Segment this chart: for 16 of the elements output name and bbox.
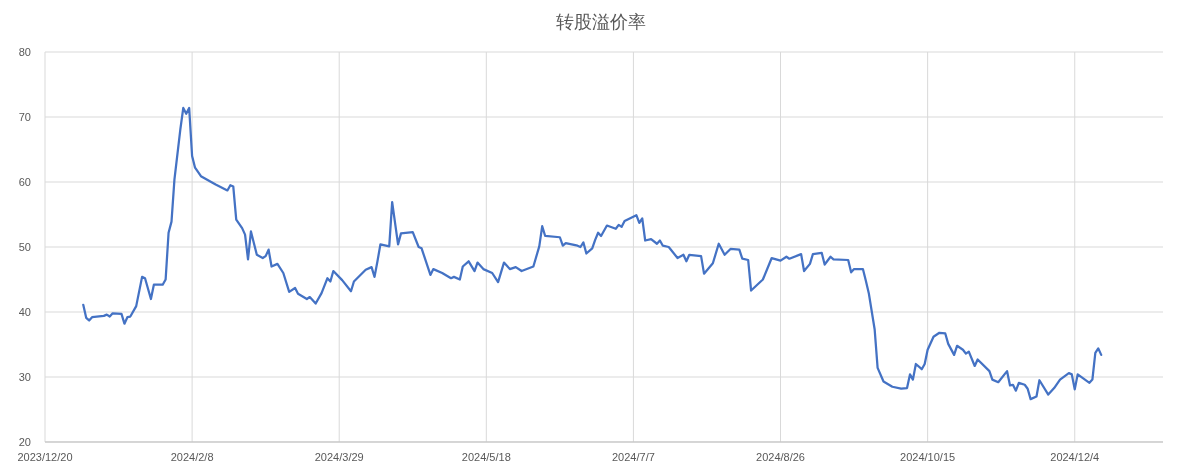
y-tick-label: 20 <box>18 436 31 448</box>
chart-title: 转股溢价率 <box>556 12 646 32</box>
y-tick-label: 50 <box>18 241 31 253</box>
x-tick-label: 2024/12/4 <box>1050 451 1100 463</box>
x-tick-label: 2024/3/29 <box>314 451 364 463</box>
x-tick-label: 2024/7/7 <box>612 451 655 463</box>
x-tick-label: 2023/12/20 <box>17 451 73 463</box>
x-tick-label: 2024/8/26 <box>756 451 805 463</box>
y-tick-label: 40 <box>18 306 31 318</box>
y-tick-label: 30 <box>18 371 31 383</box>
y-tick-label: 70 <box>18 111 31 123</box>
x-tick-label: 2024/10/15 <box>900 451 956 463</box>
y-tick-label: 80 <box>18 46 31 58</box>
x-tick-label: 2024/5/18 <box>461 451 511 463</box>
y-tick-label: 60 <box>18 176 31 188</box>
x-tick-label: 2024/2/8 <box>170 451 214 463</box>
